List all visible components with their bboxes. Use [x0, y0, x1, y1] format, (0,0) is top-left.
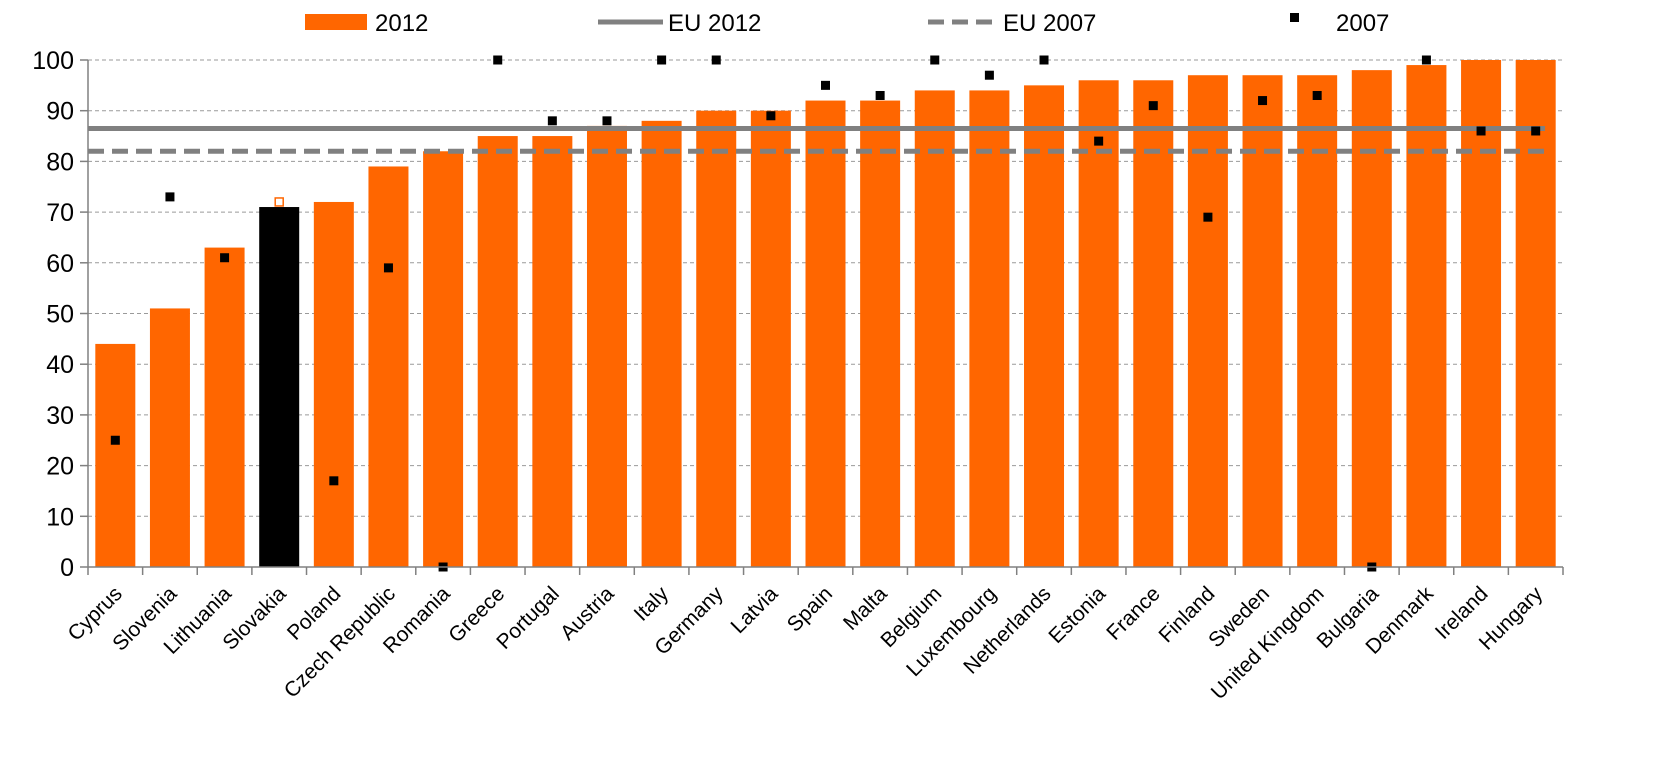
marker-2007-luxembourg [984, 70, 994, 80]
marker-2007-spain [821, 80, 830, 90]
y-tick-label: 50 [46, 301, 74, 329]
marker-2007-hungary [1531, 126, 1541, 136]
bar-denmark [1406, 65, 1447, 567]
bar-sweden [1242, 75, 1283, 568]
marker-2007-poland [329, 476, 339, 486]
x-tick-label: Austria [556, 582, 619, 645]
y-tick-label: 70 [46, 199, 74, 227]
marker-2007-slovakia [274, 197, 284, 207]
y-tick-label: 60 [46, 250, 74, 278]
marker-2007-greece [493, 55, 503, 65]
legend-label-eu-2007: EU 2007 [1003, 10, 1096, 37]
legend-swatch-2012 [305, 14, 367, 30]
legend-swatch-2007 [1290, 13, 1299, 22]
marker-2007-netherlands [1039, 55, 1049, 65]
bar-latvia [750, 110, 791, 567]
x-tick-label: Italy [630, 582, 674, 626]
marker-2007-united-kingdom [1312, 90, 1322, 100]
x-tick-label: France [1102, 582, 1164, 644]
legend: 2012 EU 2012 EU 2007 2007 [305, 10, 1389, 37]
y-tick-label: 10 [46, 503, 74, 531]
marker-2007-slovenia [165, 192, 175, 202]
reference-lines [88, 125, 1545, 154]
bar-bulgaria [1351, 70, 1392, 567]
y-tick-label: 30 [46, 402, 74, 430]
marker-2007-austria [602, 116, 612, 126]
marker-2007-czech-republic [383, 263, 393, 273]
marker-2007-france [1148, 101, 1158, 111]
bar-germany [696, 110, 737, 567]
bar-cyprus [95, 343, 136, 567]
bar-finland [1187, 75, 1228, 568]
y-tick-label: 40 [46, 351, 74, 379]
bar-poland [313, 201, 354, 567]
x-tick-label: Latvia [727, 582, 783, 638]
bar-lithuania [204, 247, 245, 567]
x-tick-label: Estonia [1044, 582, 1110, 648]
bar-czech-republic [368, 166, 409, 567]
marker-2007-sweden [1258, 96, 1268, 106]
bar-luxembourg [969, 90, 1010, 568]
x-tick-label: Malta [839, 582, 892, 635]
legend-label-eu-2012: EU 2012 [668, 10, 761, 37]
y-tick-label: 100 [32, 47, 74, 75]
marker-2007-finland [1203, 212, 1213, 222]
marker-2007-cyprus [110, 435, 120, 445]
y-tick-label: 80 [46, 148, 74, 176]
marker-2007-belgium [930, 55, 940, 65]
bar-ireland [1461, 60, 1502, 567]
bar-italy [641, 120, 682, 567]
marker-2007-lithuania [220, 253, 230, 263]
bar-slovenia [149, 308, 190, 567]
bar-malta [860, 100, 901, 567]
y-tick-label: 0 [60, 554, 74, 582]
bar-estonia [1078, 80, 1119, 567]
bar-greece [477, 136, 518, 568]
marker-2007-estonia [1094, 136, 1104, 146]
y-tick-label: 20 [46, 453, 74, 481]
bar-portugal [532, 136, 573, 568]
marker-2007-latvia [766, 111, 776, 121]
bar-hungary [1515, 60, 1556, 567]
bar-belgium [914, 90, 955, 568]
legend-label-2007: 2007 [1336, 10, 1389, 37]
marker-2007-portugal [547, 116, 557, 126]
bar-spain [805, 100, 846, 567]
x-tick-label: Spain [783, 582, 837, 636]
marker-2007-germany [711, 55, 721, 65]
bar-austria [586, 125, 627, 567]
y-tick-label: 90 [46, 98, 74, 126]
bar-slovakia [259, 207, 300, 567]
legend-label-2012: 2012 [375, 10, 428, 37]
marker-2007-denmark [1421, 55, 1431, 65]
bar-france [1133, 80, 1174, 567]
bars [95, 60, 1556, 568]
bar-netherlands [1024, 85, 1065, 567]
bar-romania [423, 151, 464, 567]
marker-2007-malta [875, 90, 885, 100]
x-axis: CyprusSloveniaLithuaniaSlovakiaPolandCze… [64, 566, 1564, 704]
marker-2007-italy [657, 55, 667, 65]
marker-2007-ireland [1476, 126, 1486, 136]
y-axis: 0 10 20 30 40 50 60 70 80 90 100 [32, 47, 89, 582]
bar-united-kingdom [1297, 75, 1338, 568]
